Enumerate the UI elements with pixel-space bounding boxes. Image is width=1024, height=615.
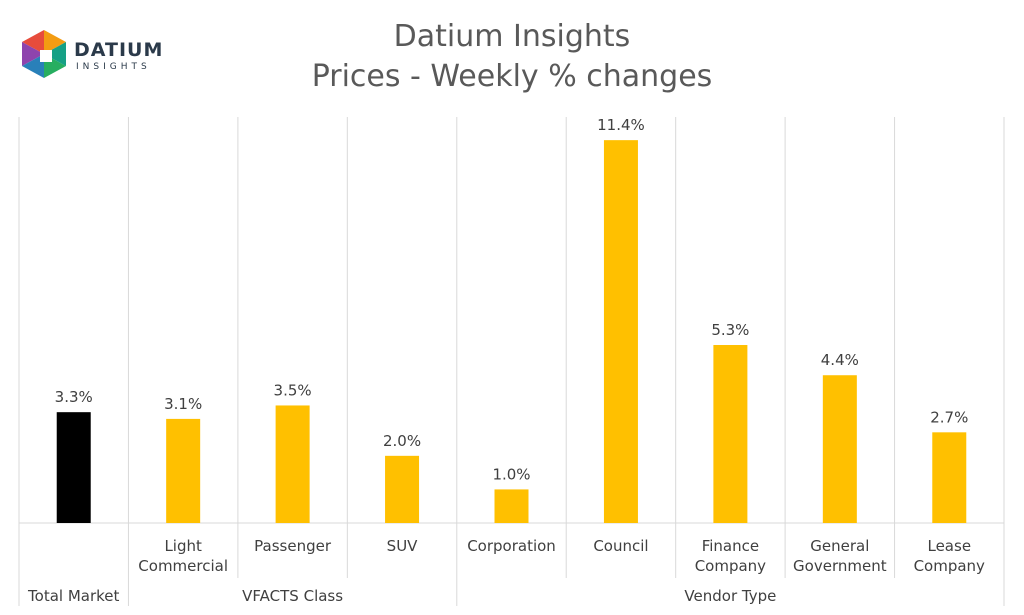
category-label: Light Commercial	[138, 537, 228, 575]
category-labels: Total Market Light Commercial Passenger SUV C…	[27, 537, 985, 605]
logo-subtitle: INSIGHTS	[76, 62, 151, 72]
category-label: Finance Company	[695, 537, 766, 575]
data-label: 2.7%	[930, 408, 968, 426]
logo-wordmark: DATIUM	[74, 39, 163, 61]
category-label: Lease Company	[914, 537, 985, 575]
data-label: 11.4%	[597, 116, 645, 134]
bar-finance-company	[713, 345, 748, 523]
bar-light-commercial	[166, 418, 201, 523]
category-label: SUV	[387, 537, 419, 555]
group-label: Vendor Type	[684, 587, 776, 605]
category-label: Corporation	[467, 537, 556, 555]
bar-total-market	[56, 412, 91, 523]
category-label: Total Market	[27, 587, 119, 605]
logo: DATIUM INSIGHTS	[22, 30, 163, 78]
bar-corporation	[494, 489, 529, 523]
group-label: VFACTS Class	[242, 587, 343, 605]
category-label: Council	[593, 537, 648, 555]
logo-mark-icon	[22, 30, 66, 78]
bar-general-government	[822, 375, 857, 523]
data-labels: 3.3% 3.1% 3.5% 2.0% 1.0% 11.4% 5.3% 4.4% 2.7%	[55, 116, 969, 483]
bar-lease-company	[932, 432, 967, 523]
data-label: 4.4%	[821, 351, 859, 369]
data-label: 1.0%	[492, 465, 530, 483]
bar-suv	[385, 455, 420, 523]
chart-subtitle: Prices - Weekly % changes	[312, 59, 713, 94]
bar-council	[603, 140, 638, 523]
chart-title: Datium Insights	[394, 19, 631, 54]
data-label: 3.3%	[55, 388, 93, 406]
bar-passenger	[275, 405, 310, 523]
group-labels: VFACTS Class Vendor Type	[242, 587, 776, 605]
category-label: Passenger	[254, 537, 332, 555]
bars	[56, 140, 967, 523]
data-label: 3.1%	[164, 395, 202, 413]
data-label: 2.0%	[383, 432, 421, 450]
data-label: 5.3%	[711, 321, 749, 339]
category-label: General Government	[793, 537, 887, 575]
data-label: 3.5%	[274, 381, 312, 399]
